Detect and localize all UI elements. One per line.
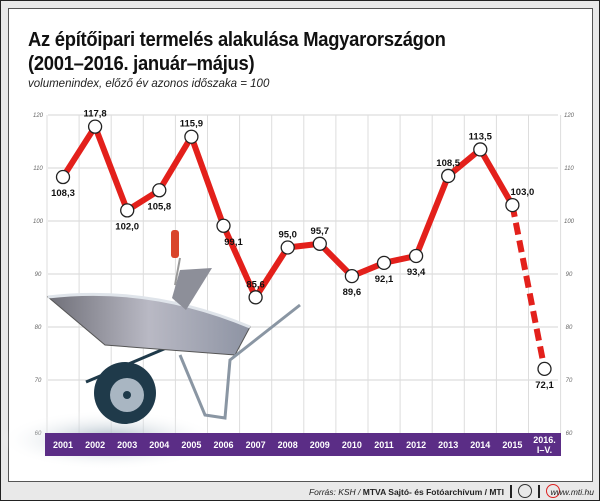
data-point — [376, 255, 392, 271]
data-label: 95,7 — [311, 226, 330, 237]
x-tick-label-part: 2015 — [502, 440, 522, 450]
x-tick-label: 2010 — [342, 440, 362, 450]
data-point — [473, 142, 488, 157]
data-label: 117,8 — [83, 109, 106, 120]
title-line-1: Az építőipari termelés alakulása Magyaro… — [28, 29, 446, 51]
y-tick-label-right: 110 — [564, 166, 574, 172]
data-label: 93,4 — [407, 267, 426, 278]
data-point — [344, 268, 360, 284]
data-point — [280, 240, 295, 255]
data-label: 95,0 — [278, 230, 297, 241]
x-tick-label: 2016. I–V. — [533, 435, 556, 455]
y-tick-label-left: 120 — [33, 113, 44, 119]
title-line-2: (2001–2016. január–május) — [28, 53, 255, 75]
x-tick-label: 2015 — [502, 440, 522, 450]
y-tick-label-left: 100 — [33, 219, 44, 225]
x-tick-label-part: 2005 — [181, 440, 201, 450]
data-point — [441, 168, 456, 184]
x-tick-label: 2011 — [374, 440, 394, 450]
separator — [538, 485, 540, 498]
x-tick-label: 2013 — [438, 440, 458, 450]
x-tick-label: 2006 — [213, 440, 233, 450]
chart-subtitle: volumenindex, előző év azonos időszaka =… — [28, 78, 270, 90]
data-point — [120, 203, 135, 218]
footer: Forrás: KSH / MTVA Sajtó- és Fotóarchívu… — [0, 483, 600, 501]
wheelbarrow-illustration — [46, 230, 301, 424]
y-tick-label-left: 80 — [35, 325, 42, 331]
data-point — [184, 129, 199, 144]
data-point — [408, 248, 424, 264]
x-tick-label-part: 2012 — [406, 440, 426, 450]
x-tick-label-part: 2013 — [438, 440, 458, 450]
trowel-icon — [172, 268, 212, 310]
y-tick-label-right: 100 — [564, 219, 575, 225]
chart-title: Az építőipari termelés alakulása Magyaro… — [28, 28, 543, 76]
x-tick-label-part: 2008 — [278, 440, 298, 450]
data-point — [312, 236, 327, 251]
data-label: 108,3 — [51, 188, 75, 199]
data-point — [505, 197, 520, 213]
source-bold: MTVA Sajtó- és Fotóarchívum / MTI — [362, 487, 504, 497]
x-tick-label: 2012 — [406, 440, 426, 450]
data-label: 92,1 — [375, 274, 394, 285]
data-label: 108,5 — [436, 158, 460, 169]
x-tick-label-part: 2002 — [85, 440, 105, 450]
data-label: 99,1 — [224, 237, 243, 248]
x-tick-label-part: 2009 — [310, 440, 330, 450]
y-tick-label-right: 70 — [566, 378, 573, 384]
x-tick-label: 2003 — [117, 440, 137, 450]
data-label: 102,0 — [115, 221, 139, 232]
data-label: 105,8 — [147, 201, 171, 212]
mti-logo-icon — [546, 484, 560, 498]
data-point — [55, 169, 71, 185]
y-tick-label-right: 80 — [566, 325, 573, 331]
x-tick-label-part: 2007 — [246, 440, 266, 450]
x-tick-label: 2002 — [85, 440, 105, 450]
x-tick-label-part: 2004 — [149, 440, 169, 450]
x-tick-label: 2008 — [278, 440, 298, 450]
data-label: 89,6 — [343, 287, 362, 298]
x-tick-label-part: 2003 — [117, 440, 137, 450]
data-label: 103,0 — [511, 187, 535, 198]
data-point — [152, 183, 167, 198]
data-point — [248, 290, 263, 305]
x-tick-label-part: 2006 — [213, 440, 233, 450]
separator — [510, 485, 512, 498]
x-tick-label-part: 2016. — [533, 435, 556, 445]
y-tick-label-right: 60 — [566, 431, 573, 437]
data-point — [537, 361, 552, 377]
x-tick-label: 2005 — [181, 440, 201, 450]
y-tick-label-left: 90 — [35, 272, 42, 278]
data-label: 85,6 — [246, 279, 265, 290]
x-axis-band — [45, 433, 561, 456]
source-prefix: Forrás: KSH / — [308, 487, 363, 497]
data-label: 115,9 — [180, 119, 203, 130]
y-tick-label-right: 90 — [566, 272, 573, 278]
website-link[interactable]: www.mti.hu — [550, 487, 594, 497]
x-tick-label-part: I–V. — [537, 445, 552, 455]
mtva-logo-icon — [518, 484, 532, 498]
x-tick-label: 2001 — [53, 440, 73, 450]
data-point — [216, 218, 231, 233]
x-tick-label-part: 2001 — [53, 440, 73, 450]
y-tick-label-right: 120 — [564, 113, 575, 119]
data-point — [87, 119, 103, 134]
x-tick-label-part: 2010 — [342, 440, 362, 450]
y-tick-label-left: 70 — [35, 378, 42, 384]
x-tick-label: 2014 — [470, 440, 490, 450]
series-line-dashed — [509, 204, 548, 370]
data-label: 113,5 — [469, 131, 493, 142]
source-text: Forrás: KSH / MTVA Sajtó- és Fotóarchívu… — [309, 487, 504, 497]
y-tick-label-left: 110 — [33, 166, 43, 172]
x-tick-label-part: 2014 — [470, 440, 490, 450]
data-label: 72,1 — [535, 380, 554, 391]
x-tick-label: 2007 — [246, 440, 266, 450]
x-tick-label-part: 2011 — [374, 440, 394, 450]
x-tick-label: 2004 — [149, 440, 169, 450]
x-tick-label: 2009 — [310, 440, 330, 450]
